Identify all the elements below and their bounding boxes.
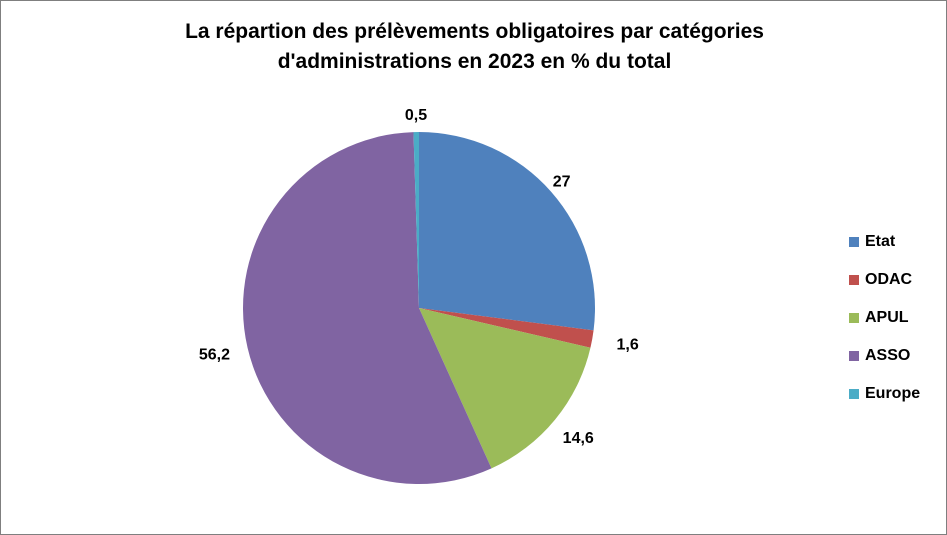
- legend-label-asso: ASSO: [865, 347, 911, 364]
- chart-title: La répartion des prélèvements obligatoir…: [1, 17, 947, 77]
- legend-item-etat: Etat: [849, 223, 920, 261]
- legend-item-europe: Europe: [849, 375, 920, 413]
- pie-slice-asso: [243, 132, 492, 484]
- pie-slice-etat: [419, 132, 595, 331]
- legend-item-odac: ODAC: [849, 261, 920, 299]
- data-label-apul: 14,6: [563, 430, 594, 447]
- legend-swatch-odac: [849, 275, 859, 285]
- legend-item-asso: ASSO: [849, 337, 920, 375]
- legend-label-odac: ODAC: [865, 271, 913, 288]
- pie-slice-odac: [419, 308, 594, 348]
- legend-label-etat: Etat: [865, 233, 896, 250]
- data-label-etat: 27: [553, 174, 571, 191]
- data-label-asso: 56,2: [199, 347, 230, 364]
- data-label-odac: 1,6: [617, 337, 639, 354]
- legend-item-apul: APUL: [849, 299, 920, 337]
- legend-swatch-europe: [849, 389, 859, 399]
- chart-title-line-2: d'administrations en 2023 en % du total: [277, 50, 672, 73]
- legend-swatch-etat: [849, 237, 859, 247]
- legend: Etat ODAC APUL ASSO Europe: [849, 223, 920, 413]
- legend-swatch-asso: [849, 351, 859, 361]
- pie-slice-europe: [413, 132, 419, 308]
- pie-slice-apul: [419, 308, 591, 469]
- data-label-europe: 0,5: [405, 107, 427, 124]
- legend-swatch-apul: [849, 313, 859, 323]
- chart-title-line-1: La répartion des prélèvements obligatoir…: [185, 20, 764, 43]
- legend-label-apul: APUL: [865, 309, 909, 326]
- legend-label-europe: Europe: [865, 385, 921, 402]
